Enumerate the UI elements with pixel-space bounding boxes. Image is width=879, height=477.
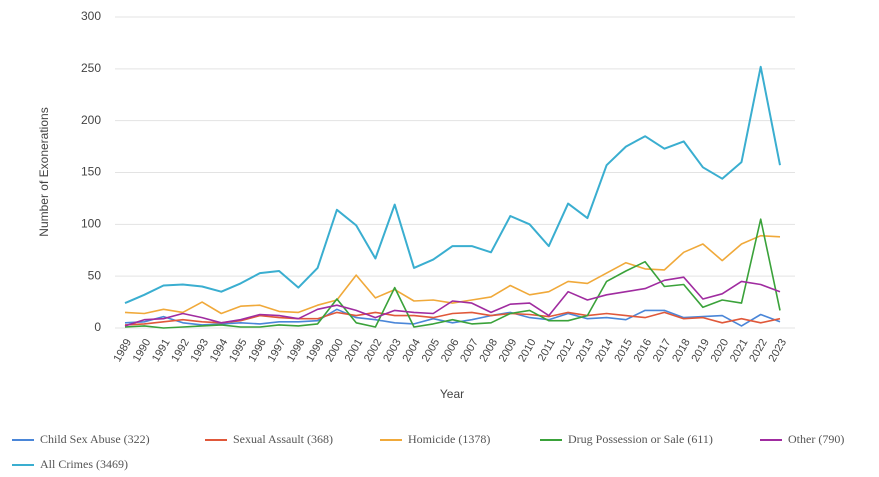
x-tick-label: 2003 bbox=[381, 337, 404, 364]
x-tick-label: 1990 bbox=[131, 337, 154, 364]
x-tick-label: 2012 bbox=[555, 337, 578, 364]
x-tick-label: 2008 bbox=[478, 337, 501, 364]
x-tick-label: 1993 bbox=[189, 337, 212, 364]
x-tick-label: 2021 bbox=[728, 337, 751, 364]
x-tick-label: 1995 bbox=[227, 337, 250, 364]
legend-label: Child Sex Abuse (322) bbox=[40, 432, 150, 446]
y-tick-label: 150 bbox=[81, 165, 101, 179]
x-tick-label: 2005 bbox=[420, 337, 443, 364]
x-tick-label: 2018 bbox=[670, 337, 693, 364]
series-line bbox=[124, 65, 781, 305]
x-tick-label: 1999 bbox=[304, 337, 327, 364]
x-tick-label: 2015 bbox=[612, 337, 635, 364]
legend-label: Other (790) bbox=[788, 432, 844, 446]
x-tick-label: 2017 bbox=[651, 337, 674, 364]
legend-label: Sexual Assault (368) bbox=[233, 432, 333, 446]
series-line bbox=[124, 234, 781, 315]
x-axis-label: Year bbox=[440, 387, 464, 401]
y-tick-label: 50 bbox=[88, 268, 102, 282]
x-tick-label: 1992 bbox=[169, 337, 192, 364]
x-tick-label: 2001 bbox=[343, 337, 366, 364]
x-tick-label: 2010 bbox=[516, 337, 539, 364]
x-tick-label: 1998 bbox=[285, 337, 308, 364]
legend-label: Drug Possession or Sale (611) bbox=[568, 432, 713, 446]
x-tick-label: 2022 bbox=[747, 337, 770, 364]
x-tick-label: 2004 bbox=[400, 337, 423, 364]
x-tick-label: 2002 bbox=[362, 337, 385, 364]
legend-label: Homicide (1378) bbox=[408, 432, 490, 446]
x-tick-label: 2020 bbox=[709, 337, 732, 364]
x-tick-label: 2006 bbox=[439, 337, 462, 364]
y-tick-label: 300 bbox=[81, 9, 101, 23]
y-axis-label: Number of Exonerations bbox=[37, 107, 51, 236]
x-tick-label: 2009 bbox=[497, 337, 520, 364]
x-tick-label: 1989 bbox=[111, 337, 134, 364]
y-tick-label: 200 bbox=[81, 113, 101, 127]
y-tick-label: 100 bbox=[81, 217, 101, 231]
x-tick-label: 2013 bbox=[574, 337, 597, 364]
series-line bbox=[124, 218, 781, 329]
series-line bbox=[124, 308, 781, 327]
x-tick-label: 2023 bbox=[766, 337, 789, 364]
x-tick-label: 2011 bbox=[536, 337, 558, 363]
legend-label: All Crimes (3469) bbox=[40, 457, 128, 471]
x-tick-label: 1994 bbox=[208, 337, 231, 364]
y-tick-label: 250 bbox=[81, 61, 101, 75]
series-line bbox=[124, 276, 781, 327]
x-tick-label: 1991 bbox=[150, 337, 173, 364]
x-tick-label: 2000 bbox=[323, 337, 346, 364]
x-tick-label: 1996 bbox=[246, 337, 269, 364]
x-tick-label: 2019 bbox=[689, 337, 712, 364]
x-tick-label: 2014 bbox=[593, 337, 616, 364]
y-tick-label: 0 bbox=[94, 320, 101, 334]
x-tick-label: 1997 bbox=[266, 337, 289, 364]
x-tick-label: 2007 bbox=[458, 337, 481, 364]
x-tick-label: 2016 bbox=[632, 337, 655, 364]
